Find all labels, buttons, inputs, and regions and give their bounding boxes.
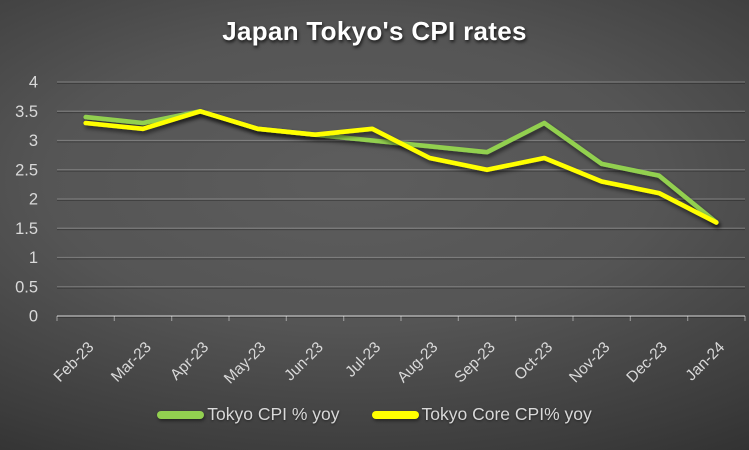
x-tick-label: Apr-23: [167, 339, 212, 384]
chart-legend: Tokyo CPI % yoy Tokyo Core CPI% yoy: [0, 404, 749, 425]
x-tick-label: Sep-23: [451, 339, 498, 386]
x-tick-label: Jun-23: [281, 339, 327, 385]
y-tick-label: 3.5: [15, 103, 38, 121]
x-tick-label: May-23: [221, 339, 270, 388]
y-tick-label: 0: [29, 308, 38, 326]
series-group: [83, 109, 719, 225]
x-tick-label: Feb-23: [51, 339, 98, 386]
y-tick-label: 2: [29, 191, 38, 209]
y-tick-label: 4: [29, 74, 38, 92]
legend-label-tokyo-cpi: Tokyo CPI % yoy: [207, 404, 340, 424]
x-tick-label: Nov-23: [566, 339, 613, 386]
y-tick-label: 2.5: [15, 161, 38, 179]
legend-swatch-yellow-line: [371, 410, 419, 419]
legend-label-tokyo-core-cpi: Tokyo Core CPI% yoy: [421, 404, 592, 424]
legend-item-tokyo-core-cpi: Tokyo Core CPI% yoy: [371, 404, 592, 425]
x-tick-label: Mar-23: [108, 339, 155, 386]
series-line-tokyo-cpi-yoy: [83, 109, 719, 225]
x-tick-label: Aug-23: [394, 339, 441, 386]
y-tick-label: 0.5: [15, 278, 38, 296]
chart-title: Japan Tokyo's CPI rates: [222, 16, 527, 46]
legend-item-tokyo-cpi: Tokyo CPI % yoy: [157, 404, 340, 425]
axis-group: [56, 315, 746, 321]
x-tick-label: Oct-23: [511, 339, 556, 384]
y-tick-label: 1.5: [15, 220, 38, 238]
x-tick-label: Jul-23: [342, 339, 384, 381]
y-tick-label: 1: [29, 249, 38, 267]
x-tick-label: Jan-24: [683, 339, 729, 385]
y-tick-label: 3: [29, 132, 38, 150]
series-line-tokyo-core-cpi-yoy: [83, 109, 719, 225]
x-tick-label: Dec-23: [623, 339, 670, 386]
legend-swatch-green-line: [157, 410, 205, 419]
